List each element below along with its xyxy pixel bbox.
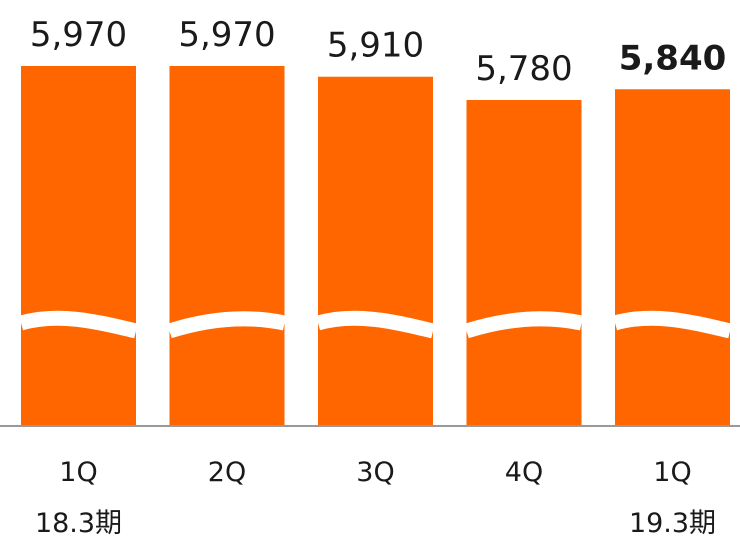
axis-break-group	[18, 310, 732, 339]
period-label: 18.3期	[35, 508, 122, 537]
value-label: 5,970	[30, 15, 127, 55]
value-label: 5,840	[619, 38, 727, 78]
category-label: 3Q	[356, 457, 394, 488]
category-label: 1Q	[653, 457, 691, 488]
category-label: 4Q	[505, 457, 543, 488]
period-label: 19.3期	[629, 508, 716, 537]
bar	[318, 76, 433, 426]
axis-break-wave	[315, 310, 435, 339]
bars-group	[21, 66, 730, 427]
value-label: 5,970	[178, 15, 275, 55]
bar	[21, 66, 136, 426]
category-label: 1Q	[59, 457, 97, 488]
axis-break-wave	[167, 311, 287, 339]
value-label: 5,910	[327, 26, 424, 66]
axis-break-wave	[464, 311, 584, 339]
axis-break-wave	[612, 310, 732, 339]
bar	[169, 66, 285, 426]
axis-break-wave	[18, 310, 138, 339]
value-label: 5,780	[475, 49, 572, 89]
bar	[466, 100, 582, 426]
labels-group: 5,970 1Q 5,970 2Q 5,910 3Q 5,780 4Q 5,840 1Q 18.3期…	[30, 15, 726, 537]
category-label: 2Q	[208, 457, 246, 488]
bar	[615, 89, 730, 427]
